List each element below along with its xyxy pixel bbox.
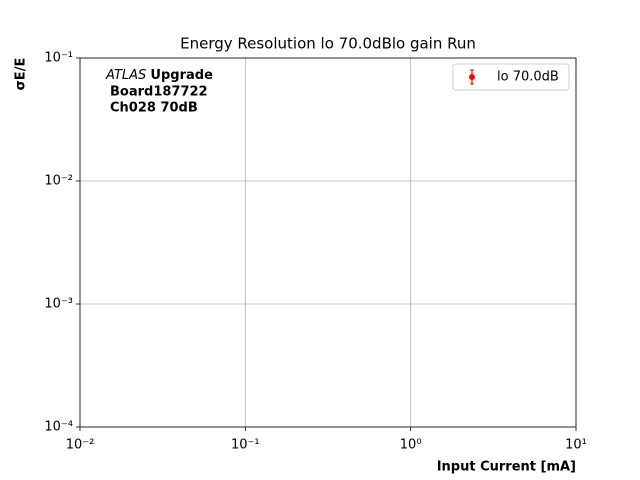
legend-label: lo 70.0dB bbox=[497, 70, 559, 85]
y-tick-label: 10⁻³ bbox=[44, 297, 73, 312]
plot-frame bbox=[79, 57, 577, 428]
y-tick-label: 10⁻¹ bbox=[44, 51, 73, 66]
y-tick-label: 10⁻⁴ bbox=[44, 420, 73, 435]
annotation: ATLAS Upgrade bbox=[105, 68, 213, 83]
legend: lo 70.0dB bbox=[452, 63, 570, 91]
legend-box bbox=[452, 63, 570, 91]
annotation-line: Ch028 70dB bbox=[110, 101, 198, 116]
y-tick-label: 10⁻² bbox=[44, 174, 73, 189]
x-tick-label: 10⁰ bbox=[400, 438, 422, 453]
x-axis-label: Input Current [mA] bbox=[437, 460, 576, 475]
annotation-bold: Upgrade bbox=[150, 68, 213, 83]
annotation-italic: ATLAS bbox=[105, 68, 146, 83]
x-tick-label: 10⁻² bbox=[66, 438, 95, 453]
annotation-line: Board187722 bbox=[110, 85, 208, 100]
chart-title: Energy Resolution lo 70.0dBlo gain Run bbox=[180, 35, 476, 53]
x-tick-label: 10¹ bbox=[565, 438, 587, 453]
y-axis-label: σE/E bbox=[14, 58, 29, 91]
legend-marker bbox=[469, 74, 475, 80]
x-tick-label: 10⁻¹ bbox=[231, 438, 260, 453]
